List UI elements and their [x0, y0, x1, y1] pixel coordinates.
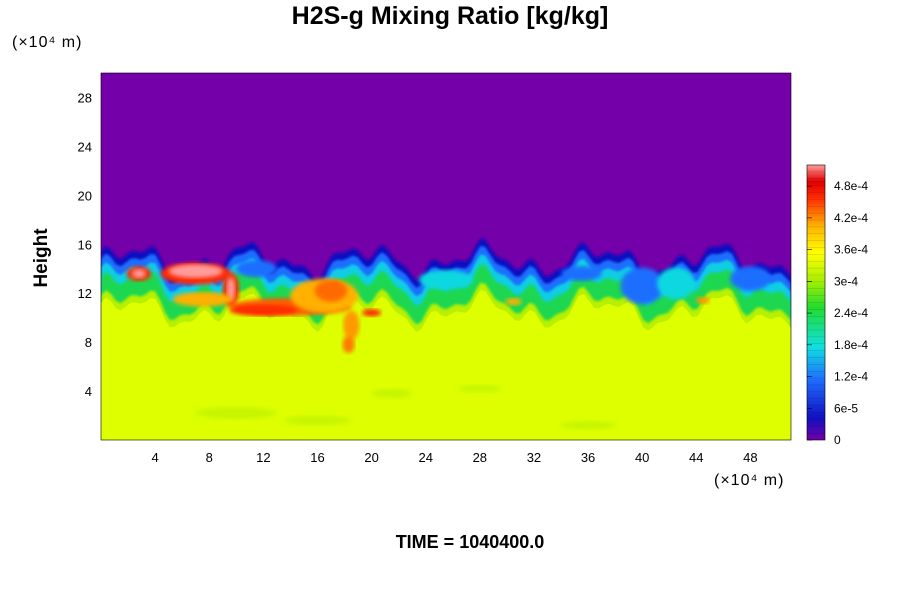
y-axis-units: (×10⁴ m) — [12, 34, 83, 51]
plume-feature — [168, 264, 223, 278]
plume-feature — [132, 269, 146, 278]
y-tick-label: 20 — [78, 188, 92, 203]
y-axis-ticks: 4 8 12 16 20 24 28 — [78, 90, 92, 399]
x-tick-label: 4 — [152, 450, 159, 465]
lower-field-region — [101, 289, 791, 440]
plume-feature — [418, 269, 474, 290]
x-axis-units: (×10⁴ m) — [714, 472, 785, 489]
x-tick-label: 8 — [206, 450, 213, 465]
y-tick-label: 24 — [78, 139, 92, 154]
plume-feature — [229, 304, 298, 316]
plume-feature — [343, 310, 360, 340]
colorbar-tick-label: 4.2e-4 — [834, 211, 868, 225]
chart-title: H2S-g Mixing Ratio [kg/kg] — [291, 2, 609, 30]
colorbar-tick-label: 1.8e-4 — [834, 338, 868, 352]
lower-field-texture — [458, 384, 502, 393]
y-tick-label: 16 — [78, 237, 92, 252]
x-tick-label: 24 — [418, 450, 432, 465]
plume-feature — [342, 336, 355, 354]
plume-feature — [730, 266, 771, 291]
lower-field-texture — [371, 388, 413, 399]
plume-feature — [314, 279, 348, 302]
y-tick-label: 8 — [85, 335, 92, 350]
lower-field-texture — [195, 406, 277, 420]
x-axis-ticks: 4 8 12 16 20 24 28 32 36 40 44 48 — [152, 450, 758, 465]
colorbar: 0 6e-5 1.2e-4 1.8e-4 2.4e-4 3e-4 3.6e-4 4.2e-4 4… — [806, 164, 868, 447]
x-tick-label: 40 — [635, 450, 649, 465]
plume-feature — [226, 277, 235, 302]
plume-feature — [620, 267, 664, 305]
colorbar-tick-label: 0 — [834, 433, 841, 447]
plume-feature — [561, 266, 602, 281]
plume-feature — [236, 260, 277, 278]
x-tick-label: 20 — [364, 450, 378, 465]
heatmap-field — [101, 73, 791, 440]
plume-feature — [657, 267, 695, 300]
plot-frame — [100, 72, 792, 441]
x-tick-label: 48 — [743, 450, 757, 465]
x-tick-label: 12 — [256, 450, 270, 465]
colorbar-tick-label: 3e-4 — [834, 274, 858, 288]
x-tick-label: 28 — [473, 450, 487, 465]
time-label: TIME = 1040400.0 — [395, 532, 545, 552]
plume-feature — [696, 296, 710, 305]
plume-feature — [172, 291, 233, 307]
colorbar-tick-label: 6e-5 — [834, 401, 858, 415]
y-tick-label: 28 — [78, 90, 92, 105]
x-tick-label: 44 — [689, 450, 703, 465]
plume-feature — [505, 298, 522, 306]
colorbar-tick-label: 4.8e-4 — [834, 179, 868, 193]
x-tick-label: 32 — [527, 450, 541, 465]
y-tick-label: 12 — [78, 286, 92, 301]
lower-field-texture — [283, 415, 352, 426]
plume-feature — [362, 309, 382, 317]
x-tick-label: 16 — [310, 450, 324, 465]
colorbar-tick-label: 3.6e-4 — [834, 243, 868, 257]
x-tick-label: 36 — [581, 450, 595, 465]
lower-field-texture — [561, 421, 616, 430]
colorbar-tick-label: 2.4e-4 — [834, 306, 868, 320]
y-tick-label: 4 — [85, 384, 92, 399]
colorbar-tick-label: 1.2e-4 — [834, 370, 868, 384]
